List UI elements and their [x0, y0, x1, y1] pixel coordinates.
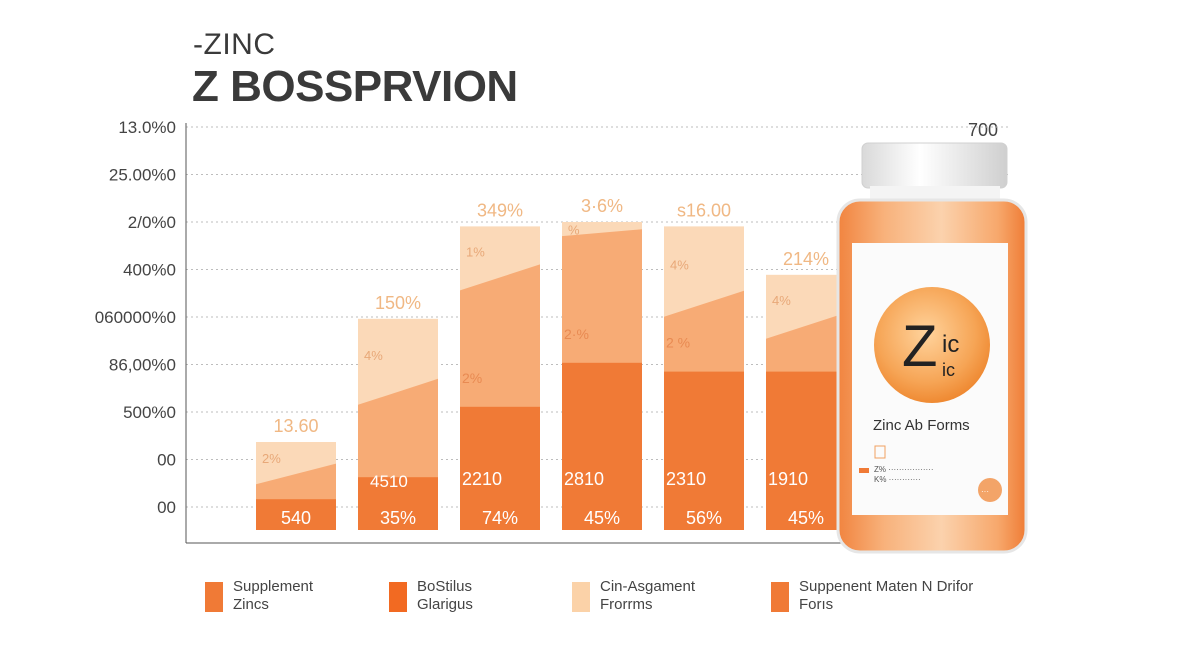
logo-letter: Z	[902, 314, 937, 379]
legend-swatch	[572, 582, 590, 612]
bar-dark-segment	[664, 371, 744, 530]
legend-item: Cin-Asgament Frorrms	[572, 578, 695, 618]
bar-top-label: 3·6%	[581, 196, 623, 216]
bar-value-label: 2310	[666, 469, 706, 489]
bar-inner-label: 2%	[462, 370, 482, 386]
bar-value-label: 1910	[768, 469, 808, 489]
legend-label-line: Frorrms	[600, 596, 653, 613]
legend-item: Supplement Zincs	[205, 578, 313, 618]
bar-bottom-label: 74%	[482, 508, 518, 528]
zinc-logo-icon	[874, 287, 990, 403]
bar-mid-label: %	[568, 222, 580, 237]
bar-top-label: 150%	[375, 293, 421, 313]
bar-bottom-label: 45%	[788, 508, 824, 528]
legend-label: Cin-Asgament Frorrms	[600, 578, 695, 614]
legend-label: Suppenent Maten N Drifor Forıs	[799, 578, 973, 614]
legend-label: Supplement Zincs	[233, 578, 313, 614]
y-tick-label: 13.0%0	[118, 118, 176, 137]
bar-top-label: s16.00	[677, 200, 731, 220]
bar-inner-label: 2 %	[666, 335, 690, 351]
bar-value-label: 2810	[564, 469, 604, 489]
bar-dark-segment	[256, 499, 336, 530]
bar-inner-label: 4510	[370, 472, 408, 491]
bar-mid-label: 4%	[772, 293, 791, 308]
bar-dark-segment	[460, 406, 540, 530]
label-small-box-icon	[874, 445, 886, 459]
bottle-label-title: Zinc Ab Forms	[873, 417, 970, 434]
bar-dark-segment	[562, 362, 642, 530]
bar-dark-segment	[358, 477, 438, 530]
y-tick-label: 00	[157, 451, 176, 470]
bottle-fine-print-2: K% ············	[874, 475, 921, 484]
bar-mid-label: 4%	[364, 348, 383, 363]
logo-sup: ic	[942, 331, 959, 358]
y-tick-label: 2/0%0	[128, 213, 176, 232]
bar-bottom-label: 35%	[380, 508, 416, 528]
legend-label-line: BoStilus	[417, 578, 473, 595]
legend-swatch	[771, 582, 789, 612]
legend-label-line: Zincs	[233, 596, 269, 613]
bar-top-label: 13.60	[273, 416, 318, 436]
bar-mid-label: 1%	[466, 244, 485, 259]
y-tick-label: 400%0	[123, 261, 176, 280]
bottle-illustration: Z ic ic Zinc Ab Forms Z% ···············…	[836, 142, 1028, 554]
chart-supertitle: -ZINC	[193, 28, 276, 61]
chart-title: Z BOSSPRVION	[192, 62, 518, 111]
bar-top-label: 349%	[477, 200, 523, 220]
bar-mid-label: 2%	[262, 451, 281, 466]
bar-bottom-label: 45%	[584, 508, 620, 528]
bar-value-label: 2210	[462, 469, 502, 489]
legend-swatch	[205, 582, 223, 612]
y-tick-label: 00	[157, 498, 176, 517]
legend-item: BoStilus Glarigus	[389, 578, 473, 618]
axes: 13.0%0 25.00%0 2/0%0 400%0 060000%0 86,00%0 50…	[95, 118, 1010, 544]
bottle-glass-edge	[836, 198, 1028, 554]
legend-label-line: Glarigus	[417, 596, 473, 613]
bottle-fine-print-1: Z% ·················	[874, 465, 934, 474]
y-tick-label: 060000%0	[95, 308, 176, 327]
bottle-cap	[861, 142, 1008, 189]
bar-dark-segment	[766, 371, 846, 530]
corner-value-label: 700	[968, 120, 999, 140]
label-badge-icon	[978, 478, 1002, 502]
bars: 13.60 2% 540 150% 4% 4510 35% 349% 1% 2% 2210 74% 3·…	[256, 196, 846, 530]
legend-label-line: Forıs	[799, 596, 834, 613]
logo-sub: ic	[942, 360, 955, 380]
y-tick-label: 86,00%0	[109, 356, 176, 375]
legend-item: Suppenent Maten N Drifor Forıs	[771, 578, 973, 618]
legend-swatch	[389, 582, 407, 612]
legend-label-line: Cin-Asgament	[600, 578, 696, 595]
bar-inner-label: 2·%	[564, 326, 589, 342]
legend-label-line: Suppenent Maten N Drifor	[799, 578, 974, 595]
bar-bottom-label: 56%	[686, 508, 722, 528]
label-badge-text: ···	[981, 487, 989, 496]
bar-mid-label: 4%	[670, 258, 689, 273]
legend-label-line: Supplement	[233, 578, 314, 595]
bar-bottom-label: 540	[281, 508, 311, 528]
bar-top-label: 214%	[783, 249, 829, 269]
y-tick-label: 500%0	[123, 403, 176, 422]
y-tick-label: 25.00%0	[109, 166, 176, 185]
legend-label: BoStilus Glarigus	[417, 578, 473, 614]
label-orange-mark	[859, 468, 869, 473]
